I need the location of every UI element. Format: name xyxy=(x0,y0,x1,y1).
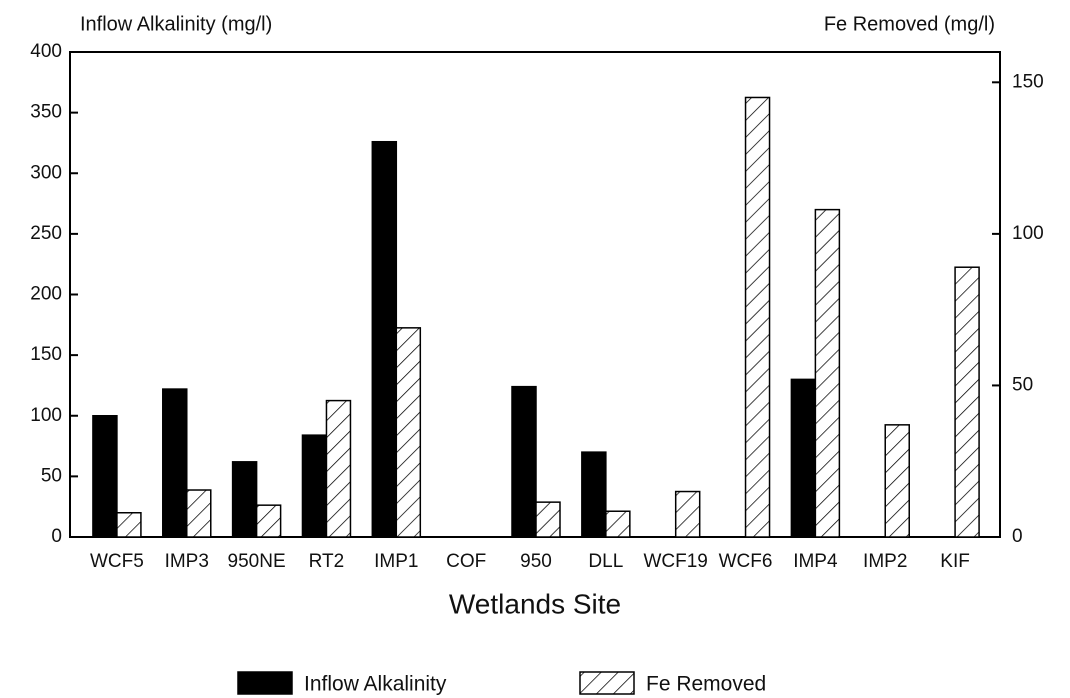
bar xyxy=(231,461,258,538)
x-tick-label: KIF xyxy=(940,551,970,572)
y-tick-label: 0 xyxy=(51,526,62,547)
bar xyxy=(581,451,607,538)
x-tick-label: 950NE xyxy=(228,551,286,572)
y2-tick-label: 150 xyxy=(1012,71,1044,92)
bar xyxy=(790,378,817,538)
y2-tick-label: 0 xyxy=(1012,526,1023,547)
y-tick-label: 150 xyxy=(30,344,62,365)
y-tick-label: 200 xyxy=(30,284,62,305)
y2-axis-title: Fe Removed (mg/l) xyxy=(824,13,995,35)
bar xyxy=(116,512,142,538)
x-tick-label: IMP1 xyxy=(374,551,418,572)
bar xyxy=(884,424,910,538)
y-tick-label: 50 xyxy=(41,465,62,486)
bar xyxy=(301,434,328,538)
x-tick-label: RT2 xyxy=(309,551,345,572)
y-axis-title: Inflow Alkalinity (mg/l) xyxy=(80,13,272,35)
y-tick-label: 300 xyxy=(30,162,62,183)
x-tick-label: WCF19 xyxy=(643,551,707,572)
bar xyxy=(605,510,631,538)
bar xyxy=(371,140,398,538)
x-tick-label: COF xyxy=(446,551,486,572)
y-tick-label: 250 xyxy=(30,223,62,244)
x-tick-label: WCF6 xyxy=(719,551,773,572)
x-axis-title: Wetlands Site xyxy=(449,588,621,619)
bar xyxy=(511,385,537,538)
x-tick-label: DLL xyxy=(588,551,623,572)
legend-swatch xyxy=(579,671,635,695)
bar xyxy=(744,96,771,538)
y-tick-label: 400 xyxy=(30,41,62,62)
legend-label: Inflow Alkalinity xyxy=(304,673,447,696)
x-tick-label: WCF5 xyxy=(90,551,144,572)
bar xyxy=(674,490,701,538)
bar xyxy=(255,504,282,538)
y2-tick-label: 50 xyxy=(1012,374,1033,395)
bar xyxy=(162,388,188,538)
bar xyxy=(395,327,422,538)
bar xyxy=(186,489,212,538)
bar xyxy=(954,266,980,538)
x-tick-label: IMP4 xyxy=(793,551,838,572)
bar xyxy=(814,208,841,538)
bar xyxy=(535,501,561,538)
legend-swatch xyxy=(237,671,293,695)
x-tick-label: IMP3 xyxy=(165,551,209,572)
x-tick-label: IMP2 xyxy=(863,551,907,572)
bar xyxy=(325,399,352,538)
legend-label: Fe Removed xyxy=(646,673,766,696)
y-tick-label: 350 xyxy=(30,102,62,123)
y2-tick-label: 100 xyxy=(1012,223,1044,244)
x-tick-label: 950 xyxy=(520,551,552,572)
bar xyxy=(92,415,118,538)
y-tick-label: 100 xyxy=(30,405,62,426)
